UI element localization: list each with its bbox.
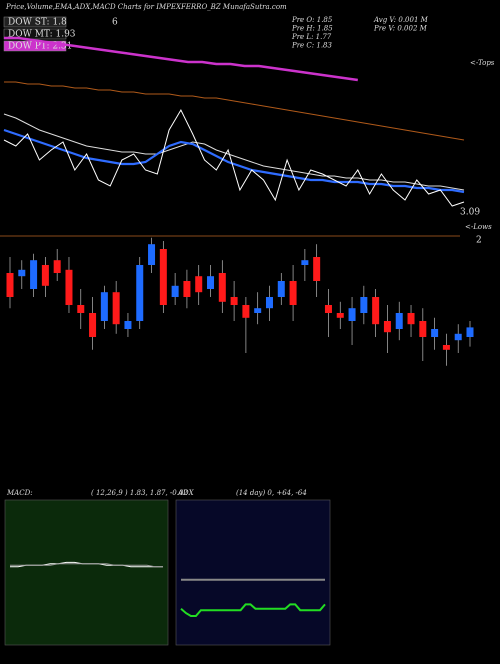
candle-body [242,305,250,318]
candle-body [30,260,38,289]
overlay-line [3,128,465,194]
candle-body [53,260,61,273]
candle-body [136,265,144,321]
macd-params: ( 12,26,9 ) 1.83, 1.87, -0.02 [91,489,188,497]
legend-box [3,28,67,40]
candle-body [360,297,368,313]
info-text: Pre O: 1.85 [291,16,333,24]
candle-body [171,285,179,297]
candle-body [419,321,427,337]
candle-body [324,305,332,313]
info-text: Pre H: 1.85 [291,25,333,33]
candle-body [218,273,226,302]
candle-body [265,297,273,309]
candle-body [6,273,14,297]
candle-body [301,260,309,265]
legend-box [3,16,67,28]
candle-body [277,281,285,297]
candle-body [230,297,238,305]
adx-panel [175,499,331,646]
candle-body [148,244,156,265]
macd-line [10,563,163,568]
candle-body [124,321,132,329]
candle-body [41,265,49,286]
lows-label: <-Lows [465,223,492,231]
info-text: Pre L: 1.77 [291,33,332,41]
legend-label: DOW ST: 1.8 [8,18,67,28]
candle-body [77,305,85,313]
candle-body [395,313,403,329]
candle-body [159,249,167,305]
price-label: 2 [476,236,482,246]
info-text: Avg V: 0.001 M [373,16,429,24]
candle-body [466,327,474,337]
candle-body [336,313,344,318]
macd-panel [4,499,169,646]
candle-body [431,329,439,337]
info-text: Pre V: 0.002 M [373,25,428,33]
candle-body [100,292,108,321]
legend-label: DOW PT: 2.31 [8,42,72,52]
adx-line [180,603,326,617]
price-label: 3.09 [460,208,480,218]
candle-body [383,321,391,333]
overlay-line [3,113,465,191]
candle-body [442,345,450,350]
candle-body [407,313,415,325]
candle-body [454,333,462,341]
candle-body [65,269,73,305]
adx-label: ADX [177,489,195,497]
overlay-line [4,36,358,82]
macd-label: MACD: [6,489,33,497]
candle-body [254,308,262,313]
tops-label: <-Tops [470,59,495,67]
legend-note: 6 [112,18,118,28]
info-text: Pre C: 1.83 [291,42,332,50]
candle-body [289,281,297,305]
candle-body [112,292,120,325]
candle-body [18,269,26,277]
chart-title: Price,Volume,EMA,ADX,MACD Charts for IMP… [5,3,287,11]
candle-body [207,276,215,289]
candle-body [183,281,191,297]
candle-body [195,276,203,293]
legend-label: DOW MT: 1.93 [8,30,76,40]
candle-body [89,313,97,337]
adx-params: (14 day) 0, +64, -64 [236,489,307,497]
candle-body [313,257,321,281]
overlay-line [3,108,465,207]
candle-body [372,297,380,325]
candle-body [348,308,356,321]
overlay-line [4,81,465,141]
